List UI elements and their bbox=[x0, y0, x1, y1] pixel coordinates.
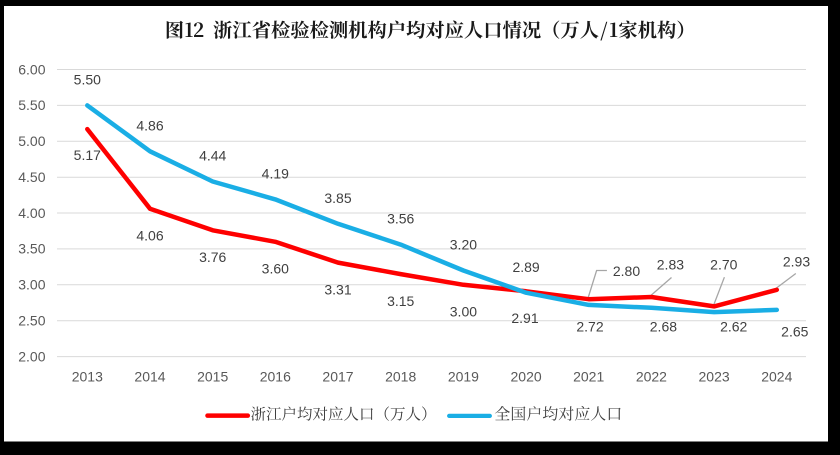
svg-text:5.50: 5.50 bbox=[74, 72, 101, 88]
svg-text:2.00: 2.00 bbox=[18, 348, 45, 364]
svg-text:2023: 2023 bbox=[699, 369, 730, 385]
svg-text:4.19: 4.19 bbox=[262, 166, 289, 182]
svg-text:6.00: 6.00 bbox=[18, 61, 45, 77]
svg-text:2.89: 2.89 bbox=[512, 259, 539, 275]
svg-text:2021: 2021 bbox=[573, 369, 604, 385]
svg-text:3.50: 3.50 bbox=[18, 241, 45, 257]
svg-text:4.06: 4.06 bbox=[136, 228, 163, 244]
svg-text:2.62: 2.62 bbox=[720, 319, 747, 335]
svg-text:2.50: 2.50 bbox=[18, 313, 45, 329]
svg-text:4.44: 4.44 bbox=[199, 148, 226, 164]
svg-text:2013: 2013 bbox=[72, 369, 103, 385]
svg-text:2.80: 2.80 bbox=[613, 263, 640, 279]
svg-text:2.91: 2.91 bbox=[511, 310, 538, 326]
svg-text:2022: 2022 bbox=[636, 369, 667, 385]
svg-text:2018: 2018 bbox=[385, 369, 416, 385]
svg-text:3.60: 3.60 bbox=[262, 261, 289, 277]
svg-text:4.50: 4.50 bbox=[18, 169, 45, 185]
svg-text:3.15: 3.15 bbox=[387, 293, 414, 309]
svg-text:2.68: 2.68 bbox=[650, 319, 677, 335]
svg-text:4.86: 4.86 bbox=[136, 117, 163, 133]
svg-text:2.72: 2.72 bbox=[576, 319, 603, 335]
svg-text:2016: 2016 bbox=[260, 369, 291, 385]
svg-text:3.76: 3.76 bbox=[199, 249, 226, 265]
svg-text:5.17: 5.17 bbox=[74, 147, 101, 163]
svg-text:4.00: 4.00 bbox=[18, 205, 45, 221]
svg-text:5.50: 5.50 bbox=[18, 97, 45, 113]
svg-text:2017: 2017 bbox=[322, 369, 353, 385]
svg-text:2014: 2014 bbox=[134, 369, 165, 385]
svg-text:2019: 2019 bbox=[448, 369, 479, 385]
svg-text:2.65: 2.65 bbox=[781, 324, 808, 340]
svg-text:5.00: 5.00 bbox=[18, 133, 45, 149]
svg-text:2.83: 2.83 bbox=[657, 257, 684, 273]
svg-text:2024: 2024 bbox=[761, 369, 792, 385]
svg-text:3.56: 3.56 bbox=[387, 211, 414, 227]
svg-text:2020: 2020 bbox=[511, 369, 542, 385]
svg-text:3.00: 3.00 bbox=[18, 277, 45, 293]
svg-text:3.20: 3.20 bbox=[450, 237, 477, 253]
svg-text:2.93: 2.93 bbox=[783, 254, 810, 270]
svg-text:2.70: 2.70 bbox=[710, 256, 737, 272]
svg-text:2015: 2015 bbox=[197, 369, 228, 385]
svg-text:3.00: 3.00 bbox=[450, 304, 477, 320]
svg-text:3.31: 3.31 bbox=[324, 281, 351, 297]
svg-text:3.85: 3.85 bbox=[324, 190, 351, 206]
